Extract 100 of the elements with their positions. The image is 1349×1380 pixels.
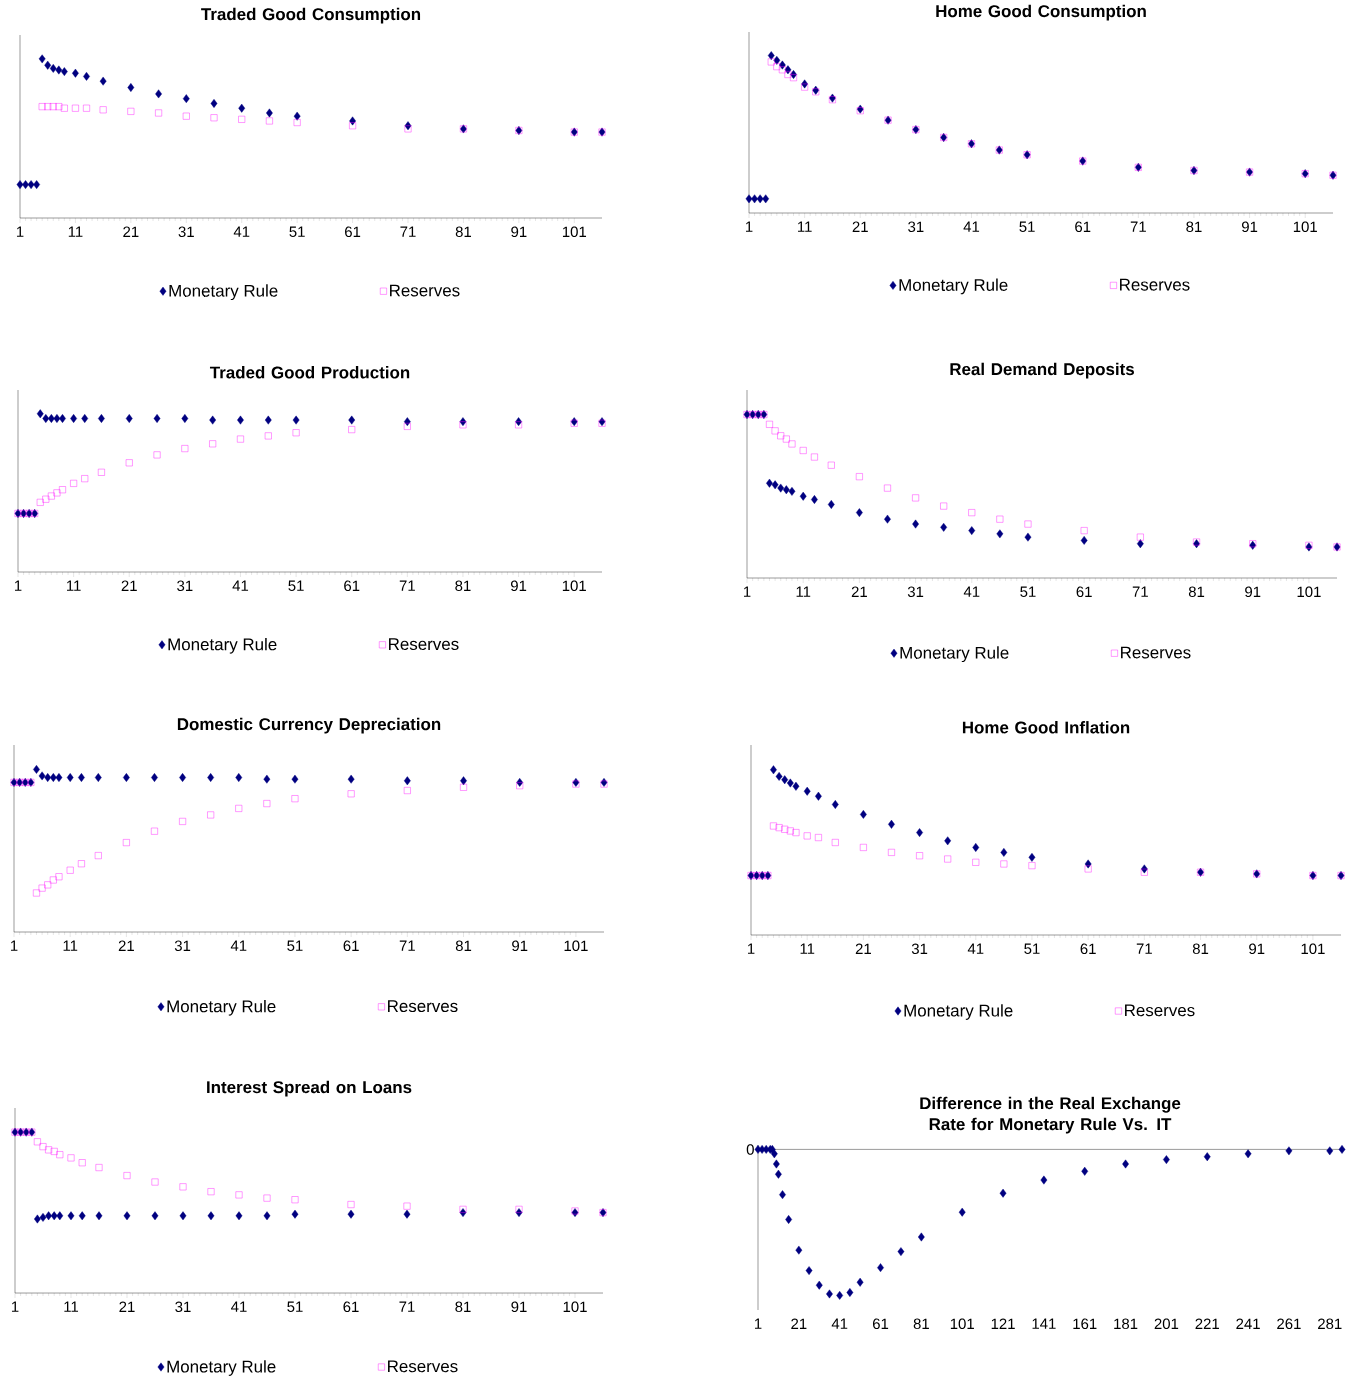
legend-label: Monetary Rule [167, 999, 276, 1016]
x-tick-label: 91 [512, 940, 528, 952]
x-tick-label: 81 [455, 226, 472, 238]
x-tick-label: 51 [288, 580, 304, 591]
x-tick-label: 261 [1277, 1318, 1301, 1330]
chart-title: Real Demand Deposits [950, 362, 1134, 379]
x-tick-label: 41 [231, 1301, 247, 1312]
x-tick-label: 31 [908, 221, 924, 233]
legend-label: Monetary Rule [899, 278, 1008, 295]
x-tick-label: 51 [289, 226, 305, 237]
x-tick-label: 21 [855, 943, 871, 954]
x-tick-label: 11 [67, 580, 81, 591]
x-tick-label: 101 [564, 940, 588, 952]
x-tick-label: 61 [872, 1318, 889, 1330]
x-tick-label: 71 [1130, 221, 1146, 232]
x-tick-label: 61 [343, 940, 359, 952]
x-tick-label: 51 [287, 1301, 303, 1312]
x-tick-label: 101 [563, 1301, 587, 1313]
x-tick-label: 101 [1293, 221, 1317, 233]
legend-label: Reserves [1121, 646, 1191, 659]
x-tick-label: 31 [177, 580, 193, 592]
chart-title: Home Good Inflation [962, 721, 1130, 734]
x-tick-label: 141 [1032, 1318, 1056, 1329]
x-tick-label: 81 [455, 1301, 471, 1313]
legend-label: Reserves [1125, 1004, 1195, 1017]
x-tick-label: 221 [1195, 1318, 1219, 1329]
x-tick-label: 181 [1114, 1318, 1138, 1330]
legend-label: Reserves [389, 638, 459, 651]
x-tick-label: 31 [174, 940, 191, 952]
x-tick-label: 71 [1132, 586, 1148, 597]
x-tick-label: 11 [68, 226, 83, 237]
x-tick-label: 1 [16, 226, 24, 237]
x-tick-label: 41 [831, 1318, 848, 1329]
chart-title: Difference in the Real Exchange Rate for Monetary Rule Vs. IT [920, 1096, 1181, 1134]
x-tick-label: 71 [400, 226, 416, 237]
x-tick-label: 61 [345, 226, 361, 238]
x-tick-label: 1 [743, 586, 751, 597]
x-tick-label: 21 [851, 586, 867, 597]
x-tick-label: 11 [796, 586, 811, 597]
x-tick-label: 101 [1297, 586, 1321, 598]
chart-title: Domestic Currency Depreciation [177, 717, 441, 734]
legend-label: Monetary Rule [167, 1360, 276, 1376]
x-tick-label: 1 [10, 940, 18, 951]
x-tick-label: 121 [991, 1318, 1015, 1329]
x-tick-label: 31 [178, 226, 194, 238]
x-tick-label: 81 [913, 1318, 929, 1330]
x-tick-label: 21 [118, 940, 134, 951]
x-tick-label: 51 [1020, 586, 1036, 597]
x-tick-label: 21 [121, 580, 137, 591]
legend-label: Reserves [1120, 278, 1190, 291]
x-tick-label: 61 [343, 1301, 359, 1313]
x-tick-label: 61 [1076, 586, 1092, 598]
x-tick-label: 101 [950, 1318, 974, 1330]
x-tick-label: 91 [1249, 943, 1265, 955]
x-tick-label: 31 [911, 943, 928, 955]
x-tick-label: 281 [1318, 1318, 1342, 1330]
x-tick-label: 51 [1019, 221, 1035, 232]
legend-label: Reserves [388, 1000, 458, 1013]
x-tick-label: 161 [1073, 1318, 1097, 1330]
x-tick-label: 101 [1301, 943, 1325, 955]
legend-label: Monetary Rule [900, 646, 1009, 663]
x-tick-label: 41 [230, 940, 247, 951]
x-tick-label: 81 [455, 940, 472, 952]
x-tick-label: 11 [63, 940, 78, 951]
x-tick-label: 81 [1186, 221, 1202, 233]
x-tick-label: 1 [747, 943, 755, 954]
x-tick-label: 51 [1024, 943, 1040, 954]
x-tick-label: 41 [232, 580, 249, 591]
x-tick-label: 91 [1241, 221, 1258, 233]
x-tick-label: 101 [562, 226, 587, 238]
x-tick-label: 71 [1136, 943, 1152, 954]
chart-title: Home Good Consumption [936, 4, 1146, 21]
legend-label: Reserves [388, 1360, 458, 1373]
x-tick-label: 241 [1236, 1318, 1260, 1329]
x-tick-label: 41 [963, 221, 980, 232]
x-tick-label: 21 [852, 221, 868, 232]
legend-label: Monetary Rule [168, 637, 277, 654]
x-tick-label: 61 [1080, 943, 1096, 955]
x-tick-label: 101 [562, 580, 586, 592]
x-tick-label: 31 [907, 586, 924, 598]
x-tick-label: 41 [233, 226, 250, 237]
x-tick-label: 81 [1188, 586, 1205, 598]
legend-label: Reserves [390, 284, 460, 297]
chart-title: Traded Good Production [209, 366, 410, 379]
x-tick-label: 1 [11, 1301, 19, 1312]
chart-title: Interest Spread on Loans [207, 1080, 412, 1097]
x-tick-label: 91 [1245, 586, 1261, 598]
x-tick-label: 51 [287, 940, 303, 951]
x-tick-label: 1 [14, 580, 22, 591]
x-tick-label: 81 [455, 580, 471, 592]
x-tick-label: 41 [963, 586, 980, 597]
x-tick-label: 71 [399, 1301, 415, 1312]
x-tick-label: 21 [791, 1318, 807, 1329]
x-tick-label: 81 [1192, 943, 1209, 955]
x-tick-label: 21 [123, 226, 139, 237]
x-tick-label: 11 [800, 943, 815, 954]
x-tick-label: 31 [175, 1301, 191, 1313]
x-tick-label: 91 [510, 580, 527, 592]
x-tick-label: 1 [745, 221, 753, 232]
x-tick-label: 1 [754, 1318, 762, 1329]
